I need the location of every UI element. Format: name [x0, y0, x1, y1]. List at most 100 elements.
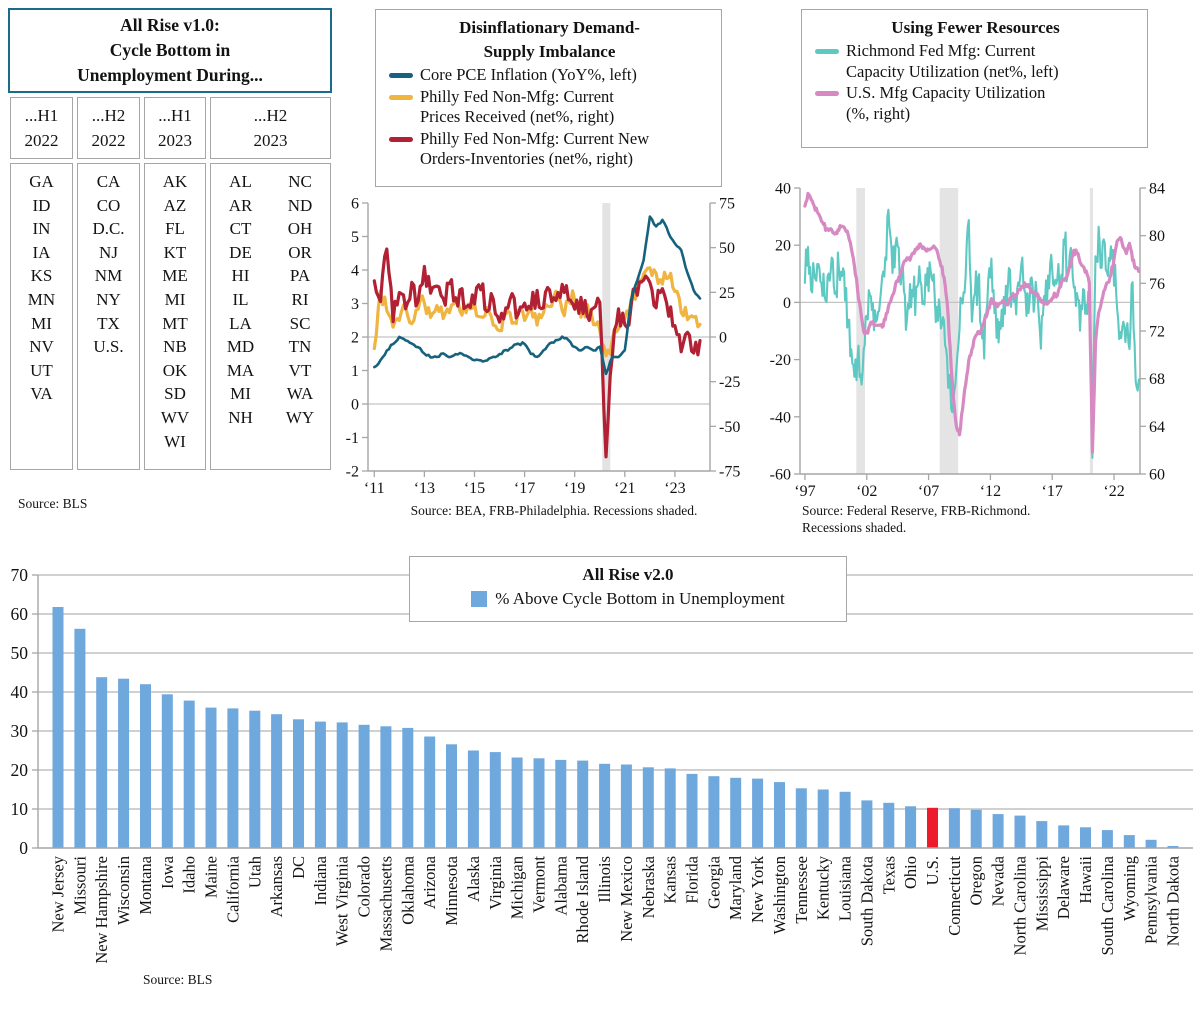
axis-label: 30	[11, 721, 29, 741]
bar-texas	[883, 802, 895, 848]
bar-tennessee	[795, 788, 807, 848]
legend-marker-us-capacity-utilization	[815, 91, 839, 96]
bar-label: South Carolina	[1098, 855, 1117, 955]
state-abbrev: NM	[94, 266, 123, 286]
axis-label: 20	[775, 238, 791, 255]
state-abbrev: NC	[288, 172, 312, 191]
bar-label: Georgia	[704, 855, 723, 909]
fewer-resources-title: Using Fewer Resources	[891, 18, 1060, 37]
header-period: ...H1	[24, 106, 59, 125]
bar-south-dakota	[861, 800, 873, 848]
bar-delaware	[1058, 825, 1070, 848]
source-line: Source: Federal Reserve, FRB-Richmond.	[802, 503, 1031, 518]
header-period: ...H1	[158, 106, 192, 125]
bar-virginia	[489, 752, 501, 848]
series-us-capacity-utilization	[803, 191, 1140, 454]
header-year: 2022	[24, 131, 59, 150]
state-abbrev: NB	[163, 337, 187, 357]
legend-marker-philly-new-orders-inventories	[389, 136, 413, 142]
axis-label: ‘17	[1042, 483, 1063, 500]
state-abbrev: LA	[229, 313, 252, 333]
axis-label: 50	[11, 643, 29, 663]
axis-label: 50	[719, 240, 735, 257]
state-abbrev: WI	[164, 431, 186, 451]
fewer-resources-legend-box: Using Fewer Resources Richmond Fed Mfg: …	[801, 9, 1148, 148]
fewer-resources-source: Source: Federal Reserve, FRB-Richmond. R…	[802, 503, 1030, 536]
axis-label: 0	[719, 330, 727, 347]
bar-label: Alabama	[551, 855, 570, 915]
bar-south-carolina	[1101, 830, 1113, 848]
state-abbrev: CA	[96, 172, 121, 191]
state-abbrev: TX	[97, 313, 120, 333]
state-abbrev: VT	[288, 360, 312, 380]
axis-label: ‘17	[514, 480, 535, 497]
bar-label: Texas	[879, 856, 898, 894]
bar-california	[227, 708, 239, 848]
table-header-3: ...H1 2023	[144, 97, 206, 159]
axis-label: 75	[719, 196, 735, 213]
axis-label: 0	[351, 397, 359, 414]
axis-label: 80	[1149, 228, 1165, 245]
bar-north-dakota	[1167, 846, 1179, 848]
bar-massachusetts	[380, 726, 392, 848]
state-abbrev: AZ	[163, 195, 187, 215]
bar-label: Connecticut	[945, 856, 964, 936]
legend-marker-philly-prices-received	[389, 94, 413, 100]
bar-label: North Dakota	[1164, 855, 1183, 946]
state-abbrev: SC	[289, 313, 311, 333]
state-abbrev: MN	[27, 289, 56, 309]
state-abbrev: NH	[228, 407, 253, 427]
bar-washington	[774, 782, 785, 848]
bar-label: Indiana	[311, 855, 330, 905]
bar-label: Michigan	[508, 856, 527, 919]
legend-label: Core PCE Inflation (YoY%, left)	[420, 65, 637, 84]
bar-u-s-	[927, 807, 938, 848]
bar-new-hampshire	[96, 677, 108, 848]
bar-wyoming	[1123, 835, 1135, 848]
axis-label: 64	[1149, 419, 1165, 436]
bar-arizona	[424, 736, 436, 848]
bar-connecticut	[948, 808, 960, 848]
bar-label: Maine	[202, 856, 221, 898]
axis-label: 20	[11, 760, 29, 780]
bar-idaho	[183, 700, 195, 848]
bar-iowa	[161, 694, 173, 848]
bar-label: Wyoming	[1120, 856, 1139, 921]
bar-label: New Jersey	[49, 855, 68, 932]
bar-label: Louisiana	[836, 855, 855, 921]
bar-label: Mississippi	[1032, 856, 1051, 932]
bar-label: U.S.	[923, 856, 942, 885]
bar-michigan	[511, 757, 523, 848]
bar-label: New Mexico	[617, 856, 636, 942]
bar-mississippi	[1036, 821, 1048, 848]
bar-label: Montana	[136, 855, 155, 914]
axis-label: 70	[11, 565, 29, 585]
bar-label: Kentucky	[814, 855, 833, 920]
state-abbrev: PA	[289, 266, 311, 286]
bar-west-virginia	[336, 722, 348, 848]
state-abbrev: IL	[232, 289, 249, 309]
bar-georgia	[708, 776, 720, 848]
axis-label: -2	[346, 464, 359, 481]
bar-label: Illinois	[595, 856, 614, 903]
state-abbrev: SD	[164, 384, 186, 404]
bar-label: Minnesota	[442, 855, 461, 925]
state-abbrev: IA	[32, 242, 51, 262]
axis-label: ‘21	[614, 480, 635, 497]
axis-label: 3	[351, 296, 359, 313]
state-abbrev: NY	[96, 289, 121, 309]
header-year: 2023	[158, 131, 192, 150]
state-abbrev: MI	[230, 384, 251, 404]
bar-label: Rhode Island	[573, 855, 592, 943]
all-rise-v2-chart: 70 60 50 40 30 20 10 0 New Jersey Missouri New Ham…	[11, 565, 1193, 964]
state-abbrev: ND	[287, 195, 313, 215]
axis-label: ‘13	[414, 480, 435, 497]
bar-label: Tennessee	[792, 856, 811, 924]
state-abbrev: OR	[288, 242, 312, 262]
bars	[52, 607, 1179, 848]
bar-nevada	[992, 814, 1004, 848]
bar-colorado	[358, 724, 370, 848]
axis-label: 40	[775, 181, 791, 198]
bar-label: Wisconsin	[114, 856, 133, 925]
